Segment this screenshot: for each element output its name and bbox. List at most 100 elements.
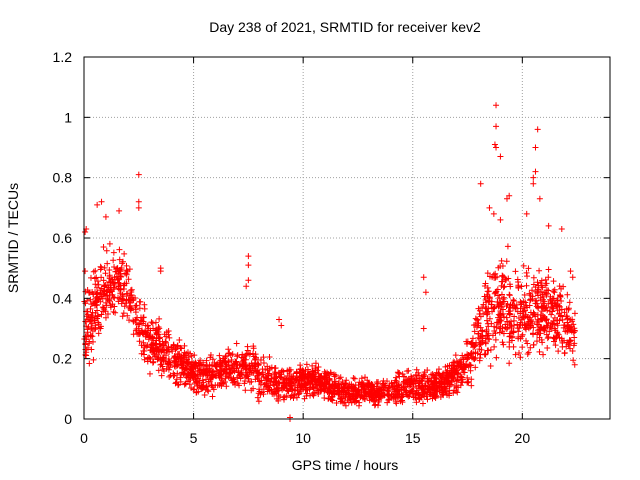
data-point <box>343 382 350 389</box>
data-point <box>373 379 380 386</box>
data-point <box>98 264 105 271</box>
data-point <box>209 356 216 363</box>
data-point <box>143 330 150 337</box>
data-point <box>485 335 492 342</box>
data-point <box>209 393 216 400</box>
data-point <box>453 366 460 373</box>
data-point <box>563 305 570 312</box>
data-point <box>482 332 489 339</box>
data-point <box>288 393 295 400</box>
data-point <box>477 313 484 320</box>
data-point <box>229 362 236 369</box>
data-point <box>87 296 94 303</box>
data-point <box>203 357 210 364</box>
data-point <box>270 381 277 388</box>
data-point <box>465 379 472 386</box>
data-point <box>95 319 102 326</box>
data-point <box>115 270 122 277</box>
data-point <box>103 247 110 254</box>
data-point <box>312 360 319 367</box>
data-point <box>87 333 94 340</box>
data-point <box>392 385 399 392</box>
data-point <box>524 350 531 357</box>
data-point <box>101 282 108 289</box>
data-point <box>184 356 191 363</box>
data-point <box>241 380 248 387</box>
data-point <box>190 361 197 368</box>
data-point <box>514 321 521 328</box>
data-point <box>182 380 189 387</box>
data-point <box>227 369 234 376</box>
data-point <box>492 289 499 296</box>
data-point <box>181 366 188 373</box>
data-point <box>509 302 516 309</box>
data-point <box>307 392 314 399</box>
data-point <box>105 278 112 285</box>
data-point <box>204 372 211 379</box>
data-point <box>559 316 566 323</box>
data-point <box>510 297 517 304</box>
y-tick-label: 0.8 <box>53 170 73 186</box>
data-point <box>252 355 259 362</box>
data-point <box>543 331 550 338</box>
data-point <box>518 301 525 308</box>
data-point <box>476 355 483 362</box>
data-point <box>246 379 253 386</box>
data-point <box>506 339 513 346</box>
data-point <box>219 360 226 367</box>
data-point <box>379 386 386 393</box>
data-point <box>507 333 514 340</box>
data-point <box>439 371 446 378</box>
data-point <box>100 308 107 315</box>
data-point <box>415 379 422 386</box>
data-point <box>172 358 179 365</box>
data-point <box>170 341 177 348</box>
data-point <box>467 367 474 374</box>
data-point <box>146 354 153 361</box>
data-point <box>419 391 426 398</box>
data-point <box>200 384 207 391</box>
data-point <box>140 339 147 346</box>
data-point <box>479 339 486 346</box>
data-point <box>560 324 567 331</box>
data-point <box>88 301 95 308</box>
x-tick-label: 20 <box>515 430 531 446</box>
data-point <box>92 295 99 302</box>
data-point <box>105 284 112 291</box>
data-point <box>204 387 211 394</box>
data-point <box>479 328 486 335</box>
data-point <box>503 195 510 202</box>
data-point <box>497 216 504 223</box>
data-point <box>493 354 500 361</box>
data-point <box>90 268 97 275</box>
data-point <box>484 270 491 277</box>
x-tick-label: 5 <box>190 430 198 446</box>
data-point <box>353 392 360 399</box>
data-point <box>548 311 555 318</box>
data-point <box>420 325 427 332</box>
data-point <box>410 384 417 391</box>
data-point <box>468 354 475 361</box>
data-point <box>534 279 541 286</box>
data-point <box>556 310 563 317</box>
data-point <box>493 123 500 130</box>
data-point <box>356 379 363 386</box>
data-point <box>273 395 280 402</box>
data-point <box>118 300 125 307</box>
data-point <box>519 344 526 351</box>
data-point <box>82 228 89 235</box>
data-point <box>350 383 357 390</box>
data-point <box>116 286 123 293</box>
data-point <box>287 394 294 401</box>
data-point <box>419 374 426 381</box>
data-point <box>161 349 168 356</box>
data-point <box>533 303 540 310</box>
data-point <box>207 375 214 382</box>
data-point <box>488 301 495 308</box>
data-point <box>311 389 318 396</box>
data-point <box>506 333 513 340</box>
data-point <box>107 304 114 311</box>
data-point <box>476 307 483 314</box>
data-point <box>495 264 502 271</box>
data-point <box>384 399 391 406</box>
